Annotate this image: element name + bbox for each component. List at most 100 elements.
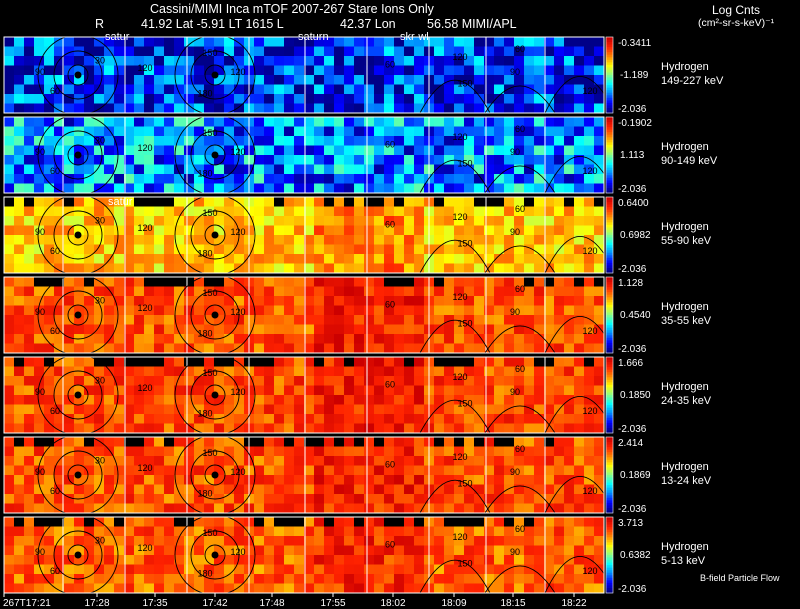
heat-cell	[184, 277, 195, 287]
contour-label: 30	[95, 536, 105, 546]
heat-cell	[594, 583, 605, 594]
heat-cell	[304, 206, 315, 217]
heat-cell	[304, 484, 315, 495]
heat-cell	[564, 136, 575, 146]
heat-cell	[564, 357, 575, 367]
heat-cell	[504, 263, 515, 274]
heat-cell	[294, 65, 305, 76]
heat-cell	[4, 456, 15, 466]
heat-cell	[34, 376, 45, 386]
heat-cell	[44, 385, 55, 396]
heat-cell	[554, 216, 565, 226]
colorbar-step	[606, 139, 613, 143]
heat-cell	[164, 465, 175, 476]
heat-cell	[264, 423, 275, 434]
heat-cell	[44, 263, 55, 274]
heat-cell	[464, 494, 475, 504]
heat-cell	[514, 357, 525, 367]
heat-cell	[54, 423, 65, 434]
heat-cell	[524, 357, 535, 367]
heat-cell	[44, 545, 55, 556]
heat-cell	[214, 145, 225, 156]
heat-cell	[514, 174, 525, 184]
bfield-center	[74, 151, 82, 159]
heat-cell	[474, 465, 485, 476]
heat-cell	[14, 145, 25, 156]
heat-cell	[184, 494, 195, 504]
heat-cell	[404, 437, 415, 447]
heat-cell	[344, 183, 355, 194]
heat-cell	[164, 475, 175, 485]
heat-cell	[414, 225, 425, 236]
heat-cell	[354, 84, 365, 95]
heat-cell	[184, 475, 195, 485]
heat-cell	[264, 164, 275, 175]
heat-cell	[494, 526, 505, 537]
heat-cell	[214, 216, 225, 226]
heat-cell	[274, 446, 285, 457]
heat-cell	[254, 574, 265, 584]
heat-cell	[74, 484, 85, 495]
heat-cell	[174, 484, 185, 495]
heat-cell	[24, 494, 35, 504]
heat-cell	[214, 65, 225, 76]
heat-cell	[114, 174, 125, 184]
colorbar-step	[606, 262, 613, 266]
heat-cell	[434, 164, 445, 175]
heat-cell	[194, 94, 205, 104]
heat-cell	[74, 315, 85, 325]
heat-cell	[584, 296, 595, 306]
heat-cell	[304, 574, 315, 584]
heat-cell	[404, 404, 415, 415]
heat-cell	[174, 395, 185, 405]
heat-cell	[524, 155, 535, 165]
heat-cell	[274, 324, 285, 335]
heat-cell	[164, 305, 175, 316]
heat-cell	[414, 315, 425, 325]
heat-cell	[514, 235, 525, 245]
heat-cell	[494, 75, 505, 85]
heat-cell	[504, 503, 515, 514]
heat-cell	[154, 65, 165, 76]
heat-cell	[314, 286, 325, 297]
heat-cell	[174, 357, 185, 367]
contour-label: 120	[230, 307, 245, 317]
heat-cell	[84, 555, 95, 565]
heat-cell	[474, 385, 485, 396]
heat-cell	[114, 475, 125, 485]
heat-cell	[214, 404, 225, 415]
heat-cell	[74, 503, 85, 514]
heat-cell	[384, 484, 395, 495]
heat-cell	[354, 65, 365, 76]
heat-cell	[294, 117, 305, 127]
heat-cell	[34, 324, 45, 335]
contour-label: 90	[510, 387, 520, 397]
heat-cell	[164, 197, 175, 207]
heat-cell	[204, 494, 215, 504]
heat-cell	[234, 334, 245, 344]
heat-cell	[544, 37, 555, 47]
panel-energy: 5-13 keV	[661, 555, 706, 567]
heat-cell	[374, 197, 385, 207]
heat-cell	[164, 126, 175, 137]
heat-cell	[394, 475, 405, 485]
heat-cell	[84, 286, 95, 297]
heat-cell	[134, 225, 145, 236]
colorbar-step	[606, 90, 613, 94]
heat-cell	[434, 94, 445, 104]
heat-cell	[264, 155, 275, 165]
heat-cell	[114, 414, 125, 424]
heat-cell	[154, 305, 165, 316]
heat-cell	[34, 65, 45, 76]
heat-cell	[34, 475, 45, 485]
heat-cell	[234, 517, 245, 527]
heat-cell	[554, 263, 565, 274]
heat-cell	[94, 263, 105, 274]
heat-cell	[584, 277, 595, 287]
heat-cell	[144, 385, 155, 396]
heat-cell	[534, 574, 545, 584]
heat-cell	[304, 216, 315, 226]
heat-cell	[224, 263, 235, 274]
heat-cell	[324, 446, 335, 457]
